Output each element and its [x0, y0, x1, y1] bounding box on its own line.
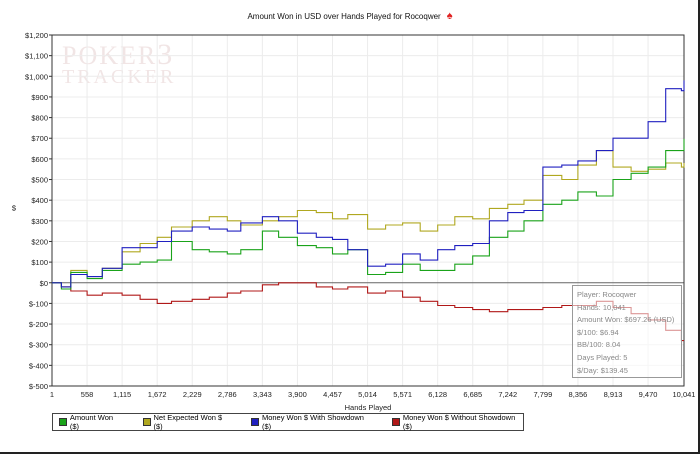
y-axis-label: $ — [12, 204, 17, 213]
legend-swatch — [59, 418, 67, 426]
title-text: Amount Won in USD over Hands Played for … — [247, 12, 441, 21]
x-tick-label: 9,470 — [639, 390, 658, 399]
x-tick-label: 5,571 — [393, 390, 412, 399]
legend-swatch — [392, 418, 400, 426]
y-tick-label: $1,100 — [25, 52, 48, 61]
legend-item[interactable]: Money Won $ With Showdown ($) — [251, 413, 372, 431]
x-tick-label: 7,799 — [533, 390, 552, 399]
legend-label: Money Won $ With Showdown ($) — [261, 413, 364, 431]
stats-info-box: Player: Rocoqwer Hands: 10,041 Amount Wo… — [572, 285, 682, 378]
y-tick-label: $800 — [31, 114, 48, 123]
x-tick-label: 1 — [50, 390, 54, 399]
y-tick-label: $-200 — [29, 320, 48, 329]
legend-item[interactable]: Net Expected Won $ ($) — [142, 413, 231, 431]
y-tick-label: $600 — [31, 155, 48, 164]
legend-swatch — [142, 418, 151, 426]
y-tick-label: $-100 — [29, 299, 48, 308]
x-tick-label: 4,457 — [323, 390, 342, 399]
legend: Amount Won ($) Net Expected Won $ ($) Mo… — [52, 413, 524, 431]
x-tick-label: 1,672 — [148, 390, 167, 399]
x-tick-label: 8,356 — [569, 390, 588, 399]
y-tick-label: $900 — [31, 93, 48, 102]
x-tick-label: 3,343 — [253, 390, 272, 399]
info-hands: Hands: 10,041 — [577, 302, 626, 312]
y-tick-label: $0 — [40, 279, 48, 288]
y-tick-label: $1,000 — [25, 72, 48, 81]
series-line — [52, 80, 685, 288]
x-tick-label: 7,242 — [498, 390, 517, 399]
x-tick-label: 558 — [81, 390, 94, 399]
info-per-day: $/Day: $139.45 — [577, 365, 628, 375]
y-tick-label: $-400 — [29, 361, 48, 370]
x-tick-label: 2,786 — [218, 390, 237, 399]
x-tick-label: 8,913 — [604, 390, 623, 399]
x-tick-label: 6,685 — [463, 390, 482, 399]
y-tick-label: $-300 — [29, 341, 48, 350]
x-tick-label: 10,041 — [673, 390, 696, 399]
x-tick-label: 2,229 — [183, 390, 202, 399]
info-player: Player: Rocoqwer — [577, 290, 637, 299]
legend-label: Money Won $ Without Showdown ($) — [402, 413, 516, 431]
y-tick-label: $300 — [31, 217, 48, 226]
y-tick-label: $-500 — [29, 382, 48, 391]
plot-frame — [51, 34, 685, 387]
info-amount-won: Amount Won: $697.26 (USD) — [577, 315, 675, 325]
x-axis-label: Hands Played — [345, 403, 392, 412]
legend-label: Amount Won ($) — [69, 413, 114, 431]
info-per100: $/100: $6.94 — [577, 327, 619, 337]
legend-item[interactable]: Money Won $ Without Showdown ($) — [392, 413, 523, 431]
y-tick-label: $1,200 — [25, 31, 48, 40]
legend-label: Net Expected Won $ ($) — [153, 413, 223, 431]
y-tick-label: $200 — [31, 237, 48, 246]
x-tick-label: 3,900 — [288, 390, 307, 399]
chart-title: Amount Won in USD over Hands Played for … — [0, 10, 698, 22]
y-tick-label: $400 — [31, 196, 48, 205]
info-bb100: BB/100: 8.04 — [577, 340, 621, 350]
x-tick-label: 1,115 — [113, 390, 131, 399]
y-tick-label: $700 — [31, 134, 48, 143]
legend-item[interactable]: Amount Won ($) — [59, 413, 123, 431]
x-tick-label: 6,128 — [428, 390, 447, 399]
y-tick-label: $100 — [31, 258, 48, 267]
legend-swatch — [251, 418, 259, 426]
info-days: Days Played: 5 — [577, 352, 628, 362]
spade-icon: ♠ — [446, 10, 453, 22]
y-tick-label: $500 — [31, 176, 48, 185]
x-tick-label: 5,014 — [358, 390, 377, 399]
